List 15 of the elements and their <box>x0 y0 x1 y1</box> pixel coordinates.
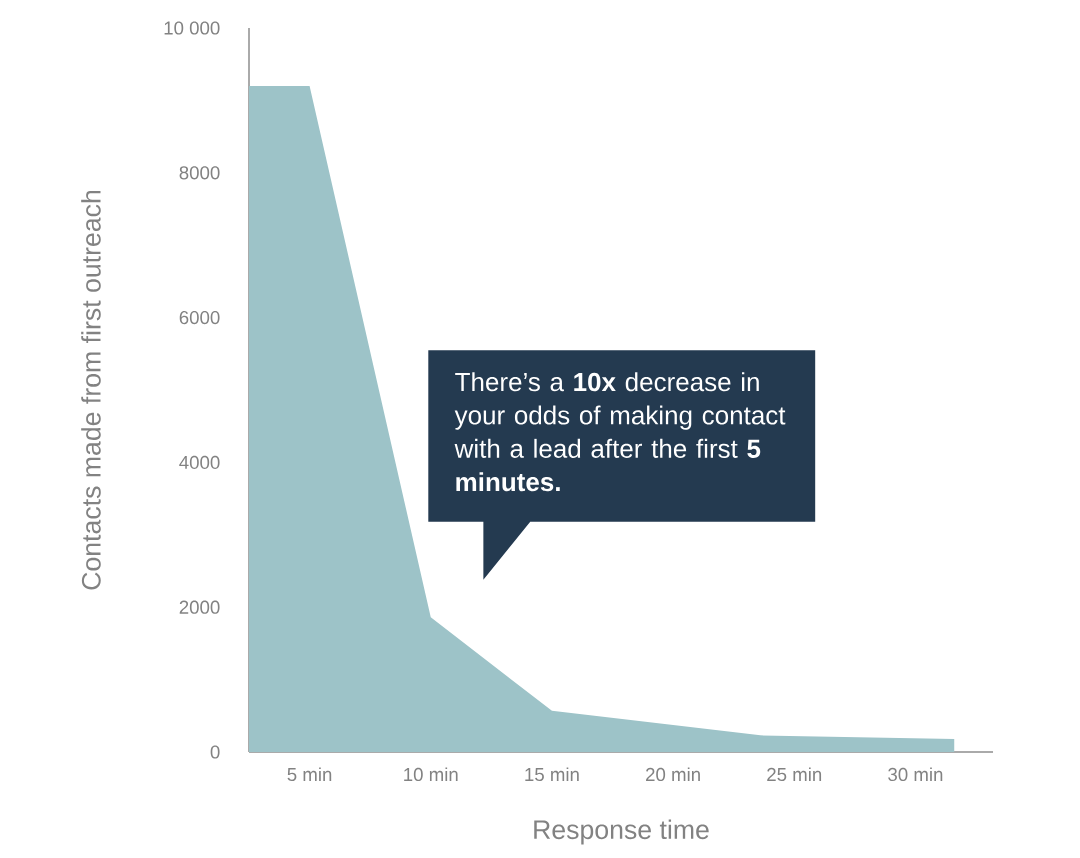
x-tick-label: 15 min <box>525 767 579 782</box>
y-tick-label: 0 <box>210 745 220 759</box>
x-tick-label: 30 min <box>888 767 943 782</box>
y-tick-label: 8000 <box>179 166 220 180</box>
x-tick-label: 10 min <box>404 767 458 782</box>
x-axis-title: Response time <box>534 819 709 845</box>
y-tick-label: 2000 <box>179 600 220 614</box>
y-axis-title: Contacts made from first outreach <box>81 190 101 590</box>
y-tick-label: 6000 <box>179 310 220 325</box>
y-tick-label: 10 000 <box>164 21 220 35</box>
text: There’s a 10x decrease in your odds of making contact with a lead after the first 5 minutes. <box>454 372 786 492</box>
x-tick-label: 20 min <box>646 767 700 782</box>
x-tick-label: 5 min <box>287 767 332 782</box>
x-tick-label: 25 min <box>767 767 822 782</box>
y-tick-label: 4000 <box>179 455 220 470</box>
